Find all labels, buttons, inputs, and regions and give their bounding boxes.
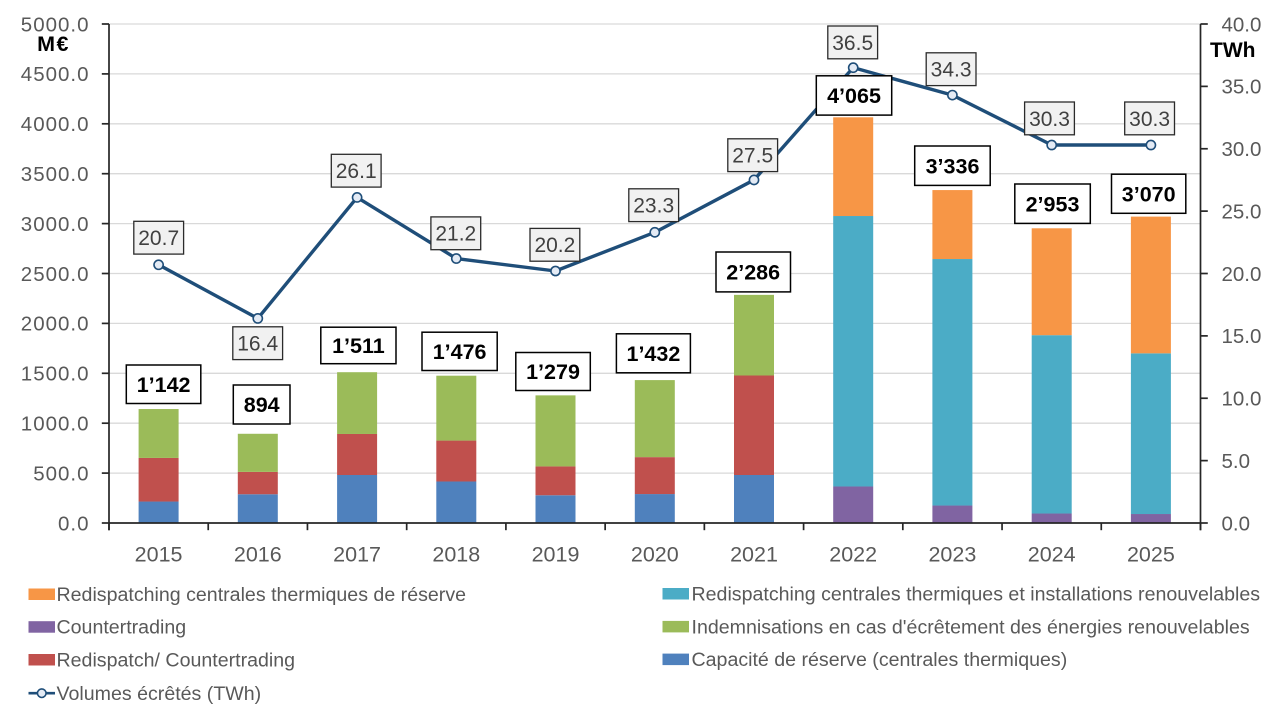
svg-text:2024: 2024 [1028,543,1076,567]
svg-text:1’432: 1’432 [626,342,680,366]
svg-text:Redispatch/ Countertrading: Redispatch/ Countertrading [57,650,296,672]
svg-text:10.0: 10.0 [1222,388,1262,411]
svg-text:894: 894 [244,393,280,417]
svg-text:M€: M€ [37,32,70,56]
svg-text:15.0: 15.0 [1222,325,1262,348]
svg-text:26.1: 26.1 [336,160,377,183]
svg-text:2’953: 2’953 [1026,192,1080,216]
svg-text:4500.0: 4500.0 [21,63,90,86]
svg-text:0.0: 0.0 [1222,512,1251,535]
svg-text:3000.0: 3000.0 [21,213,90,236]
svg-text:1000.0: 1000.0 [21,413,90,436]
svg-text:2022: 2022 [829,543,877,567]
svg-text:2016: 2016 [234,543,282,567]
svg-text:30.3: 30.3 [1129,108,1170,131]
svg-text:Countertrading: Countertrading [57,617,187,639]
svg-text:20.0: 20.0 [1222,263,1262,286]
svg-text:25.0: 25.0 [1222,200,1262,223]
svg-text:5.0: 5.0 [1222,450,1251,473]
svg-text:2018: 2018 [432,543,480,567]
svg-text:34.3: 34.3 [931,59,972,82]
svg-text:20.7: 20.7 [138,227,179,250]
svg-text:1500.0: 1500.0 [21,363,90,386]
svg-text:21.2: 21.2 [435,223,476,246]
svg-text:Capacité de réserve (centrales: Capacité de réserve (centrales thermique… [692,649,1068,671]
svg-text:1’476: 1’476 [433,340,487,364]
svg-text:1’142: 1’142 [137,373,191,397]
svg-text:36.5: 36.5 [832,32,873,55]
svg-text:2023: 2023 [928,543,976,567]
svg-text:2017: 2017 [333,543,381,567]
svg-text:20.2: 20.2 [534,234,575,257]
svg-text:16.4: 16.4 [237,333,278,356]
svg-text:35.0: 35.0 [1222,76,1262,99]
svg-text:2019: 2019 [532,543,580,567]
svg-text:2025: 2025 [1127,543,1175,567]
svg-text:Indemnisations en cas d'écrête: Indemnisations en cas d'écrêtement des é… [692,616,1250,638]
svg-text:30.3: 30.3 [1029,108,1070,131]
svg-text:40.0: 40.0 [1222,13,1262,36]
svg-text:1’511: 1’511 [332,334,385,358]
svg-text:3’336: 3’336 [926,154,980,178]
svg-text:1’279: 1’279 [526,360,580,384]
svg-text:4’065: 4’065 [827,84,881,108]
svg-text:23.3: 23.3 [633,195,674,218]
svg-text:500.0: 500.0 [33,462,89,485]
svg-text:TWh: TWh [1210,39,1255,62]
svg-text:0.0: 0.0 [58,512,90,535]
svg-text:2020: 2020 [631,543,679,567]
svg-text:2015: 2015 [135,543,183,567]
svg-text:Volumes écrêtés (TWh): Volumes écrêtés (TWh) [57,683,262,705]
svg-text:Redispatching centrales thermi: Redispatching centrales thermiques de ré… [57,584,467,606]
svg-text:3500.0: 3500.0 [21,163,90,186]
svg-text:2’286: 2’286 [726,261,780,285]
svg-text:4000.0: 4000.0 [21,113,90,136]
svg-text:Redispatching centrales thermi: Redispatching centrales thermiques et in… [692,584,1261,606]
svg-text:2500.0: 2500.0 [21,263,90,286]
svg-text:2021: 2021 [730,543,778,567]
svg-text:5000.0: 5000.0 [21,13,90,36]
svg-text:30.0: 30.0 [1222,138,1262,161]
svg-text:2000.0: 2000.0 [21,313,90,336]
svg-text:27.5: 27.5 [732,145,773,168]
svg-text:3’070: 3’070 [1122,182,1176,206]
